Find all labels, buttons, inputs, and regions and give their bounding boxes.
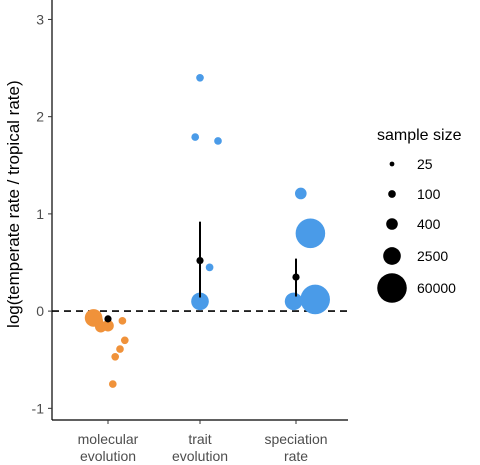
summary-mean-point: [292, 273, 300, 281]
summary-mean-point: [104, 315, 112, 323]
legend-label: 400: [417, 216, 441, 232]
x-tick-label-line1: speciation: [264, 431, 327, 447]
y-tick-label: -1: [32, 400, 45, 416]
summary-mean-point: [196, 256, 204, 265]
legend-key: [377, 273, 407, 303]
x-tick-label-line2: evolution: [172, 448, 228, 464]
data-point: [108, 380, 117, 388]
legend: sample size 25 100 400 2500 60000: [377, 127, 462, 303]
data-point: [284, 292, 303, 311]
legend-label: 2500: [417, 248, 448, 264]
x-tick-label-line1: trait: [188, 431, 211, 447]
data-point: [102, 319, 114, 332]
legend-key: [386, 218, 398, 230]
legend-label: 60000: [417, 280, 456, 296]
legend-key: [389, 161, 395, 167]
plot-area: -1 0 1 2 3 log(temperate rate / tropical rate…: [4, 0, 348, 464]
y-tick-label: 1: [36, 206, 44, 222]
data-point: [111, 352, 120, 361]
legend-label: 25: [417, 156, 433, 172]
data-point: [300, 284, 330, 315]
data-point: [191, 133, 200, 141]
data-point: [205, 263, 214, 272]
legend-title: sample size: [377, 127, 462, 144]
data-point: [120, 336, 129, 345]
x-tick-label-line1: molecular: [78, 431, 139, 447]
data-point: [294, 187, 307, 200]
y-tick-label: 0: [36, 303, 44, 319]
data-point: [118, 317, 127, 325]
x-tick-label-line2: evolution: [80, 448, 136, 464]
y-axis-title: log(temperate rate / tropical rate): [4, 80, 23, 328]
legend-label: 100: [417, 186, 441, 202]
y-tick-label: 2: [36, 109, 44, 125]
data-point: [191, 292, 209, 311]
legend-key: [383, 247, 401, 265]
data-point: [196, 73, 204, 82]
data-point: [116, 345, 124, 353]
data-point: [295, 218, 326, 249]
data-point: [214, 137, 222, 145]
legend-key: [388, 190, 396, 198]
y-tick-label: 3: [36, 11, 44, 27]
x-tick-label-line2: rate: [284, 448, 308, 464]
